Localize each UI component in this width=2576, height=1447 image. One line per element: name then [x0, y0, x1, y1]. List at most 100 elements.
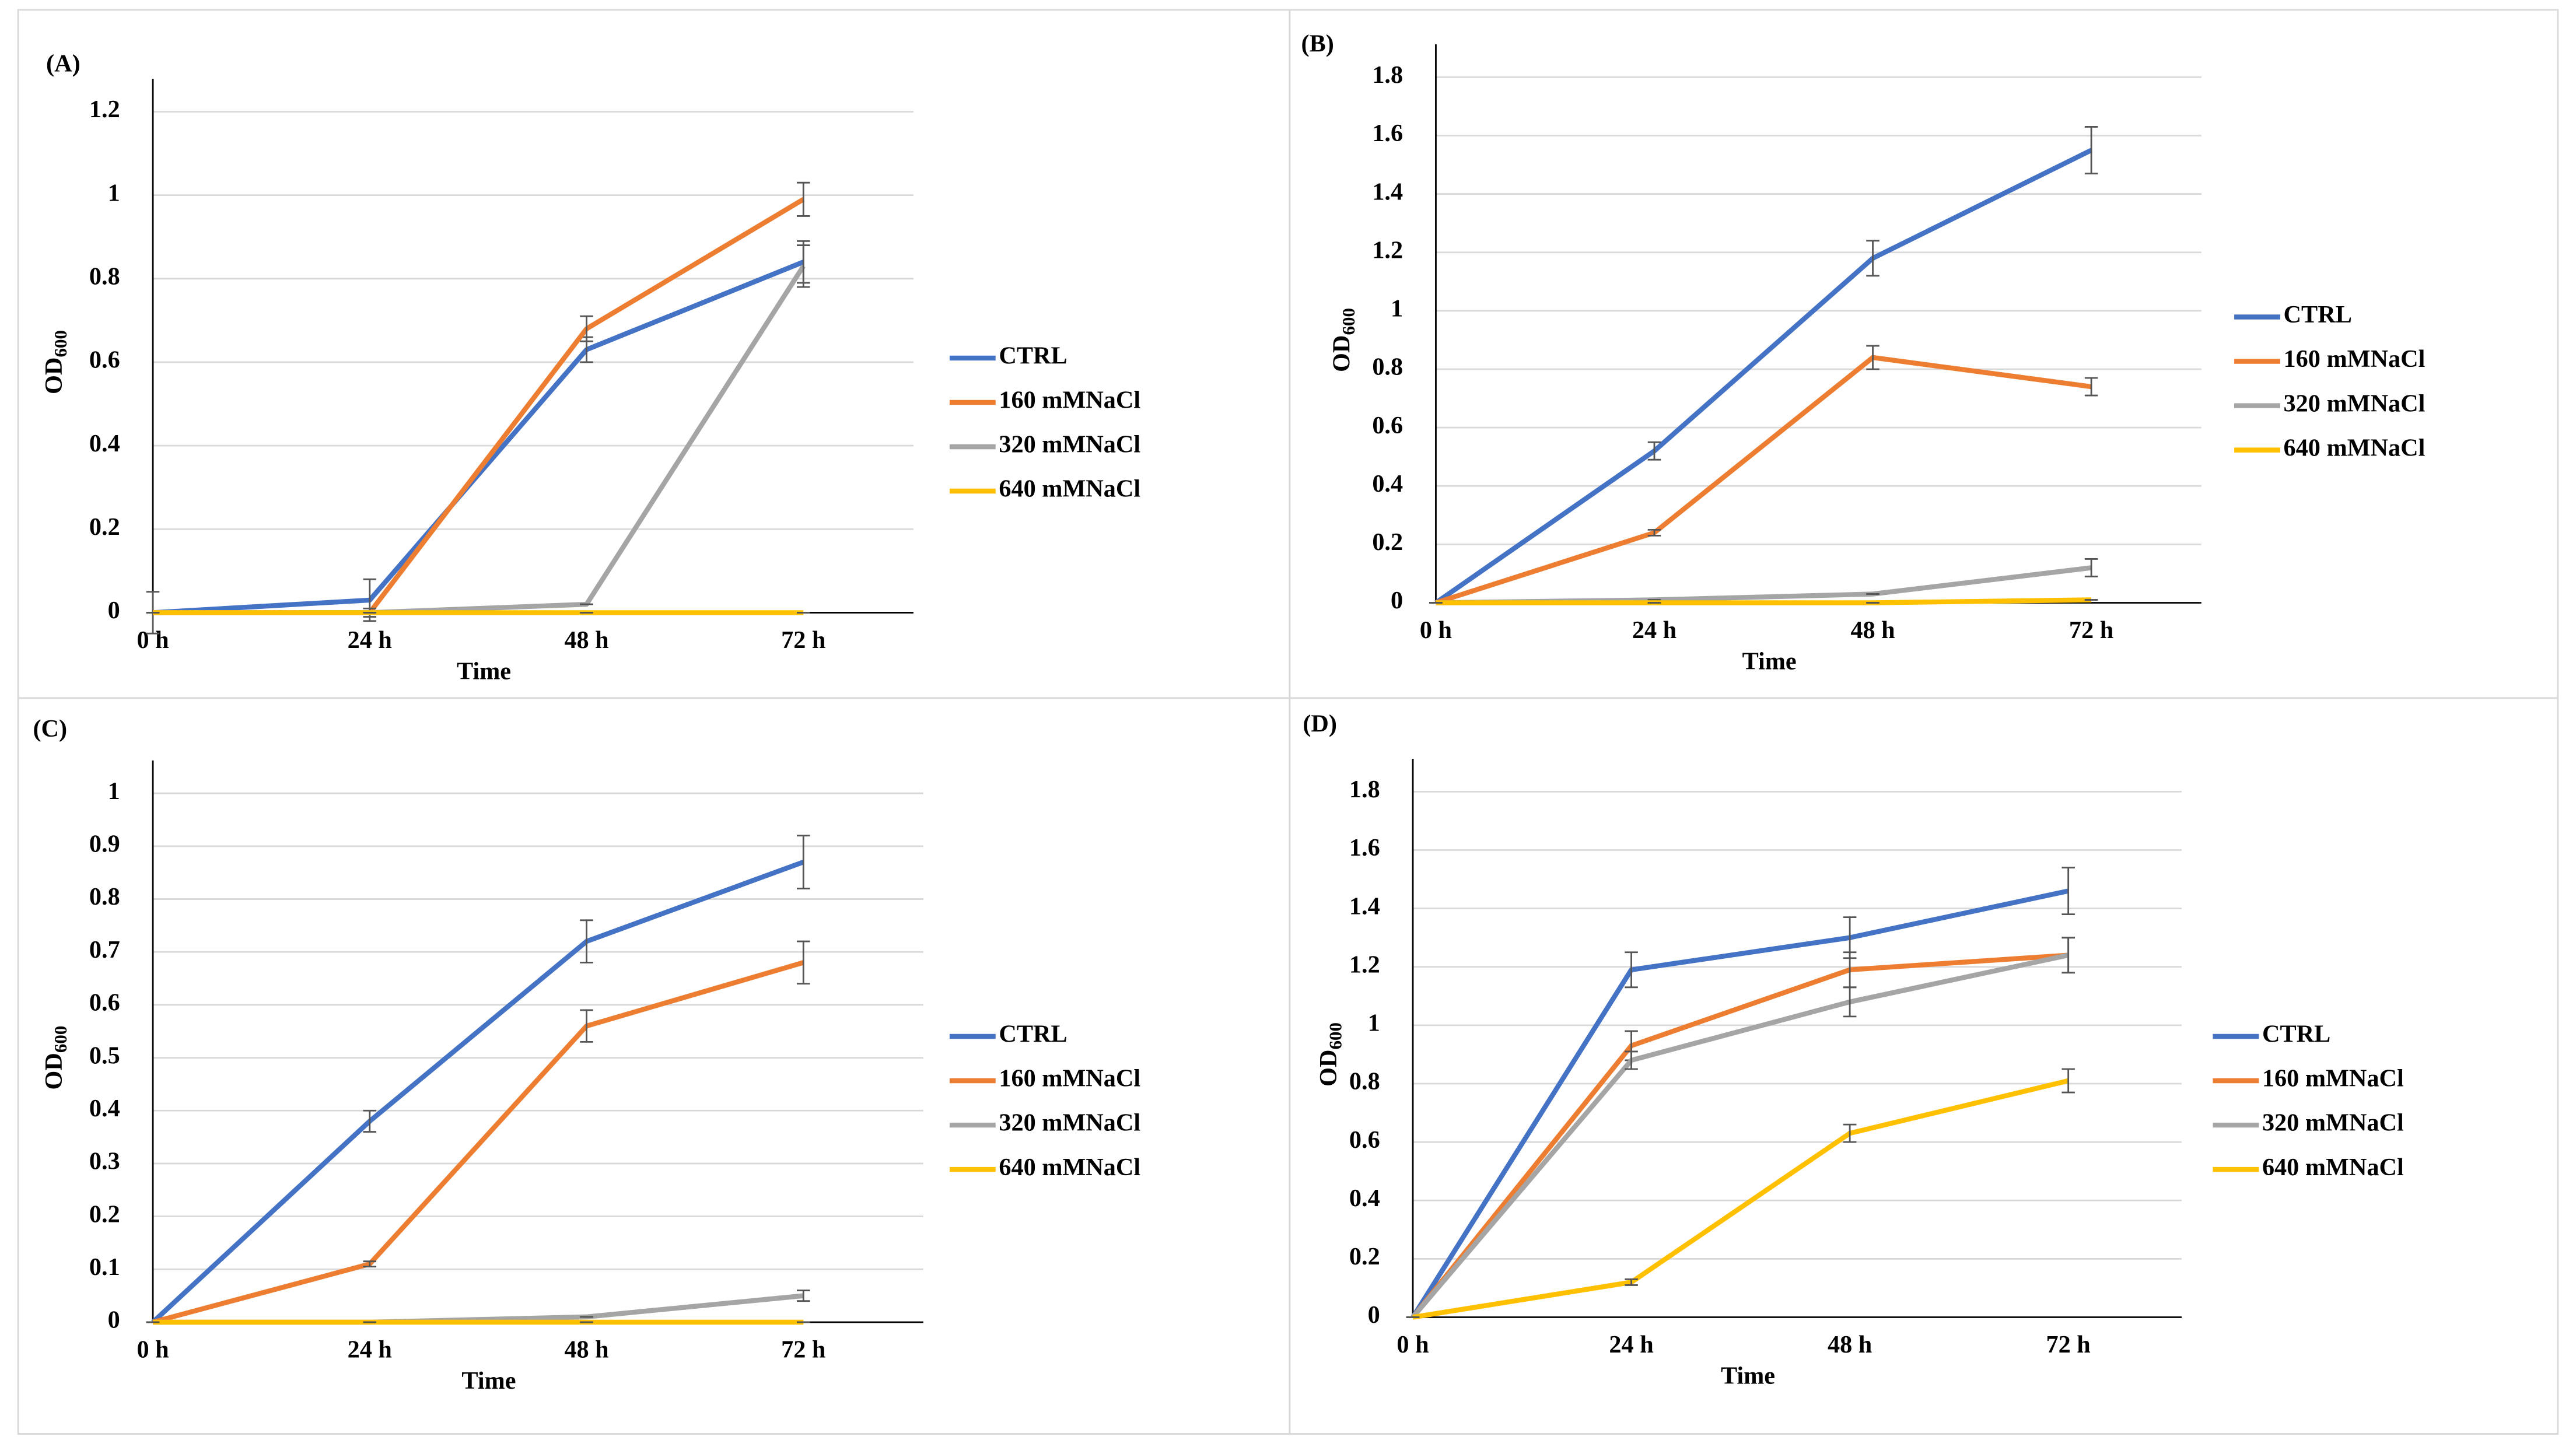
- x-axis-title: Time: [1721, 1362, 1775, 1389]
- y-axis-title-sub: 600: [1338, 308, 1359, 335]
- series-line: [1412, 1078, 2069, 1320]
- panel-title: (B): [1301, 30, 1334, 58]
- legend-label: CTRL: [999, 1021, 1067, 1048]
- legend-label: 640 mMNaCl: [999, 475, 1140, 503]
- panel-title: (A): [46, 50, 80, 77]
- y-tick-label: 1: [1391, 295, 1403, 323]
- legend-label: 320 mMNaCl: [2262, 1109, 2404, 1137]
- series-line: [1434, 148, 2092, 605]
- y-axis-title: OD600: [1328, 308, 1359, 372]
- y-tick-label: 0.6: [89, 989, 120, 1017]
- legend-label: 160 mMNaCl: [2262, 1065, 2404, 1092]
- error-bar: [2062, 937, 2075, 974]
- x-tick-label: 48 h: [1828, 1331, 1872, 1358]
- error-bar: [796, 181, 810, 217]
- x-tick-label: 72 h: [781, 626, 825, 654]
- y-tick-label: 0.2: [89, 513, 120, 541]
- legend-label: 320 mMNaCl: [2284, 390, 2426, 417]
- y-tick-label: 0.9: [89, 831, 120, 858]
- panel-title: (D): [1303, 710, 1337, 737]
- series-line: [1436, 597, 2092, 605]
- y-axis-title-main: OD: [1315, 1049, 1342, 1086]
- error-bar: [580, 1009, 593, 1043]
- error-bar: [2084, 126, 2098, 174]
- y-tick-label: 1.4: [1372, 178, 1403, 205]
- x-tick-label: 24 h: [348, 626, 392, 654]
- x-tick-label: 72 h: [2069, 616, 2113, 644]
- legend-label: 640 mMNaCl: [2284, 434, 2426, 461]
- error-bar: [2084, 377, 2098, 397]
- legend-label: 640 mMNaCl: [2262, 1154, 2404, 1181]
- error-bar: [1866, 345, 1880, 370]
- y-tick-label: 0.6: [1349, 1126, 1380, 1154]
- error-bar: [1625, 1050, 1638, 1070]
- y-tick-label: 0: [1368, 1301, 1380, 1329]
- y-tick-label: 0.6: [89, 346, 120, 374]
- y-tick-label: 0.8: [1349, 1068, 1380, 1095]
- series-line: [1410, 952, 2069, 1319]
- x-tick-label: 0 h: [136, 1336, 169, 1363]
- legend-label: 640 mMNaCl: [999, 1154, 1140, 1181]
- error-bar: [580, 315, 593, 342]
- y-tick-label: 1.6: [1372, 120, 1403, 147]
- x-tick-label: 24 h: [1609, 1331, 1653, 1358]
- legend-label: 160 mMNaCl: [999, 387, 1140, 414]
- y-tick-label: 0: [108, 1306, 120, 1334]
- legend-label: 160 mMNaCl: [2284, 345, 2426, 373]
- y-tick-label: 0.2: [1372, 528, 1403, 556]
- error-bar: [1625, 951, 1638, 989]
- y-tick-label: 1: [1368, 1010, 1380, 1037]
- y-tick-label: 0.4: [89, 430, 120, 457]
- error-bar: [2062, 867, 2075, 916]
- series-line: [1410, 952, 2068, 1319]
- y-tick-label: 0.4: [1372, 470, 1403, 497]
- y-tick-label: 0.1: [89, 1253, 120, 1281]
- series-line: [152, 260, 804, 615]
- x-axis-title: Time: [1742, 647, 1797, 675]
- y-axis-title-sub: 600: [1325, 1022, 1346, 1049]
- y-tick-label: 0.8: [1372, 353, 1403, 381]
- error-bar: [1647, 441, 1661, 461]
- error-bar: [580, 919, 593, 964]
- x-tick-label: 24 h: [348, 1336, 392, 1363]
- y-tick-label: 1.6: [1349, 834, 1380, 861]
- y-tick-label: 0.2: [1349, 1243, 1380, 1270]
- x-tick-label: 24 h: [1632, 616, 1676, 644]
- series-line: [1410, 888, 2069, 1319]
- series-line: [152, 960, 804, 1325]
- error-bar: [796, 940, 810, 985]
- error-bar: [2084, 558, 2098, 577]
- y-axis-title-sub: 600: [50, 1026, 71, 1053]
- x-tick-label: 72 h: [2046, 1331, 2091, 1358]
- legend-label: 160 mMNaCl: [999, 1065, 1140, 1092]
- error-bar: [796, 244, 810, 288]
- legend-label: 320 mMNaCl: [999, 431, 1140, 458]
- y-tick-label: 0.8: [89, 262, 120, 290]
- y-tick-label: 0: [108, 597, 120, 624]
- y-axis-title: OD600: [40, 1026, 71, 1090]
- y-axis-title-main: OD: [1328, 335, 1355, 372]
- y-axis-title-main: OD: [40, 358, 68, 394]
- y-tick-label: 0.5: [89, 1042, 120, 1069]
- y-tick-label: 1.2: [1372, 236, 1403, 264]
- error-bar: [1843, 1123, 1857, 1143]
- series-line: [151, 860, 804, 1325]
- y-tick-label: 1: [108, 179, 120, 206]
- legend-label: CTRL: [2262, 1021, 2330, 1048]
- x-tick-label: 48 h: [564, 626, 608, 654]
- y-tick-label: 0.7: [89, 936, 120, 964]
- panel-title: (C): [33, 715, 67, 742]
- y-tick-label: 0.8: [89, 883, 120, 910]
- y-axis-title: OD600: [40, 330, 71, 394]
- y-tick-label: 0.3: [89, 1148, 120, 1175]
- error-bar: [1625, 1278, 1638, 1286]
- y-tick-label: 0.2: [89, 1200, 120, 1228]
- y-tick-label: 0: [1391, 587, 1403, 614]
- error-bar: [796, 1290, 810, 1302]
- y-tick-label: 0.6: [1372, 412, 1403, 439]
- x-axis-title: Time: [457, 657, 511, 685]
- legend-label: CTRL: [2284, 301, 2352, 328]
- error-bar: [1647, 528, 1661, 537]
- y-tick-label: 1: [108, 777, 120, 805]
